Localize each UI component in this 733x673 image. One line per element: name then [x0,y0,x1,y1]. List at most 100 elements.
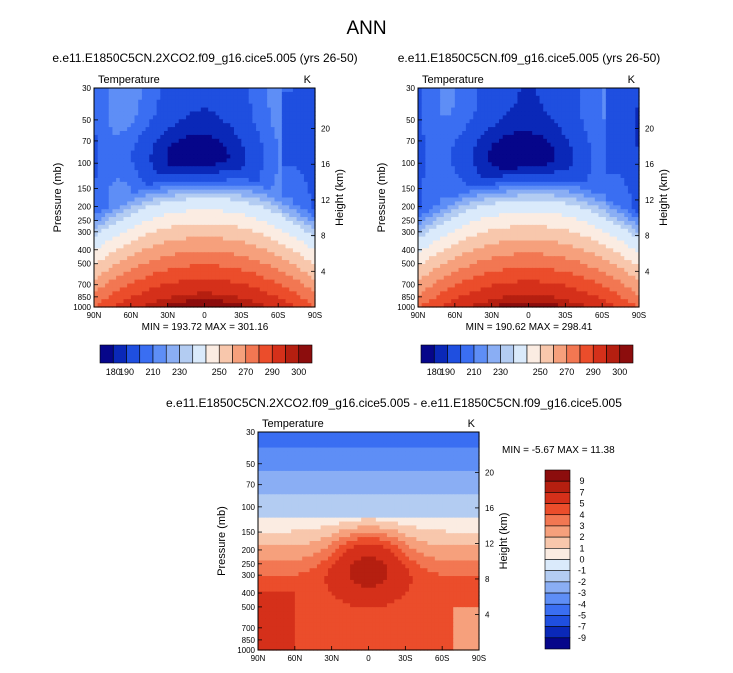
field-cell [149,236,154,242]
field-cell [429,142,434,148]
field-cell [200,271,206,277]
field-cell [149,197,154,203]
field-cell [145,154,150,159]
field-cell [546,158,552,163]
field-cell [241,271,246,277]
field-cell [421,134,426,140]
field-cell [101,283,106,289]
field-cell [292,119,298,124]
field-cell [296,142,301,148]
field-cell [226,185,231,191]
field-cell [602,162,607,167]
field-cell [156,119,161,124]
field-cell [543,127,548,132]
field-cell [576,170,581,175]
field-cell [123,103,128,109]
field-cell [116,275,121,281]
field-cell [307,295,312,300]
field-cell [134,240,139,246]
field-cell [233,291,239,296]
field-cell [278,303,283,308]
field-cell [521,181,526,187]
field-cell [583,154,589,159]
field-cell [252,185,257,191]
field-cell [535,170,541,175]
field-cell [175,232,180,238]
field-cell [241,224,246,230]
field-cell [178,150,183,156]
field-cell [436,123,441,128]
field-cell [300,303,305,308]
field-cell [256,103,261,109]
field-cell [281,166,287,171]
field-cell [454,107,460,113]
field-cell [256,295,261,300]
field-cell [598,95,603,101]
field-cell [510,174,515,179]
field-cell [197,217,202,222]
field-cell [303,291,309,296]
field-cell [116,162,121,167]
field-cell [296,181,301,187]
field-cell [252,119,257,124]
field-cell [127,103,132,109]
field-cell [252,134,257,140]
field-cell [432,170,438,175]
field-cell [189,123,195,128]
field-cell [233,299,239,304]
field-cell [119,283,125,289]
field-cell [484,181,489,187]
field-cell [274,154,279,159]
field-cell [311,174,316,179]
field-cell [546,88,552,93]
field-cell [311,252,316,257]
field-cell [204,189,209,195]
field-cell [491,99,496,105]
field-cell [270,224,276,230]
field-cell [160,181,165,187]
field-cell [119,209,125,214]
field-cell [418,170,423,175]
field-cell [443,158,449,163]
field-cell [532,123,537,128]
field-cell [565,134,570,140]
field-cell [97,158,102,163]
field-cell [602,127,607,132]
field-cell [635,142,640,148]
field-cell [145,181,150,187]
field-cell [226,166,231,171]
field-cell [189,138,195,144]
field-cell [270,99,276,105]
field-cell [105,248,110,253]
field-cell [237,263,242,269]
field-cell [248,127,253,132]
field-cell [300,99,305,105]
field-cell [587,111,592,116]
field-cell [418,123,423,128]
field-cell [263,244,268,249]
field-cell [259,189,265,195]
field-cell [152,236,158,242]
field-cell [285,174,290,179]
field-cell [189,213,195,218]
field-cell [440,189,445,195]
field-cell [418,99,423,105]
field-cell [546,107,552,113]
field-cell [230,279,235,285]
field-cell [285,107,290,113]
field-cell [429,189,434,195]
field-cell [97,228,102,234]
field-cell [175,138,180,144]
field-cell [631,150,636,156]
field-cell [281,279,287,285]
field-cell [237,170,242,175]
field-cell [289,166,294,171]
field-cell [105,166,110,171]
field-cell [303,174,309,179]
field-cell [278,193,283,199]
field-cell [215,252,220,257]
field-cell [289,295,294,300]
field-cell [281,134,287,140]
field-cell [130,150,136,156]
field-cell [469,154,474,159]
